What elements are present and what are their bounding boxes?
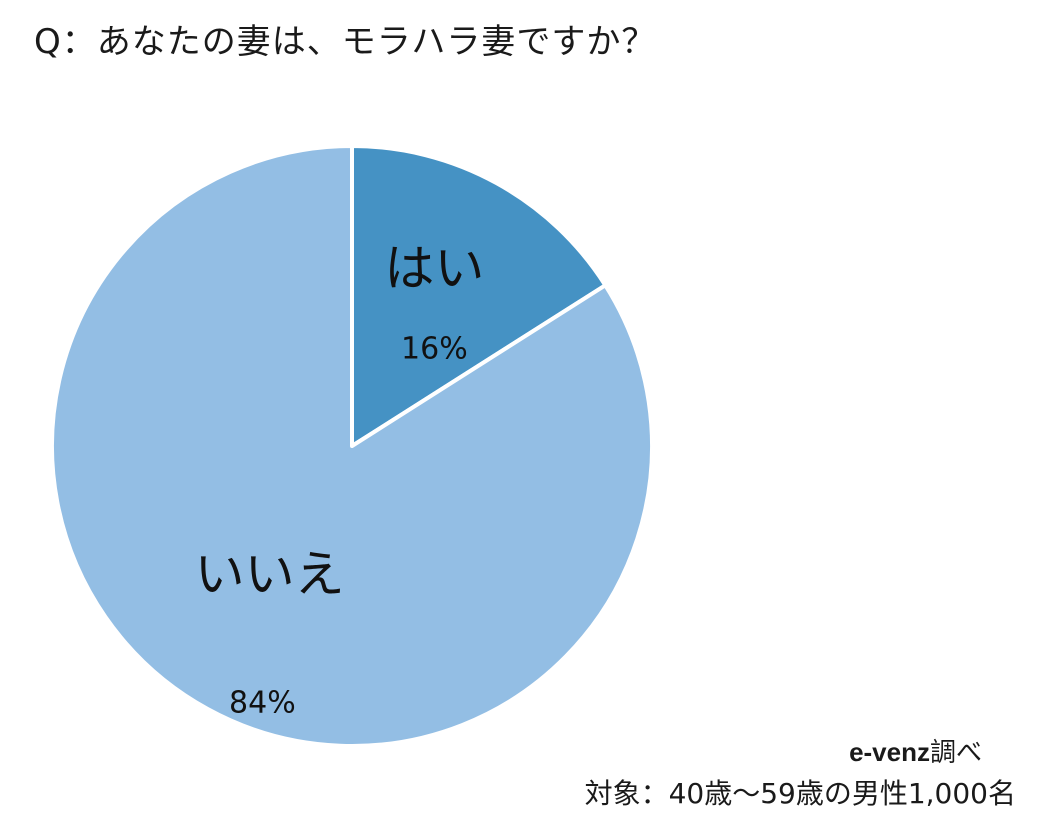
source-credit: e-venz調べ [849, 732, 982, 769]
source-suffix: 調べ [929, 738, 982, 768]
pie-slice-2 [50, 144, 654, 748]
survey-subject: 対象：40歳〜59歳の男性1,000名 [584, 777, 1016, 810]
slice-value-2: 84% [229, 685, 296, 720]
slice-label-2: いいえ [195, 545, 345, 603]
slice-value-1: 16% [401, 332, 468, 367]
pie-slice-1 [350, 144, 608, 448]
slice-label-1: はい [384, 240, 484, 298]
source-brand: e-venz [849, 737, 930, 767]
chart-title: Q：あなたの妻は、モラハラ妻ですか？ [34, 22, 657, 62]
